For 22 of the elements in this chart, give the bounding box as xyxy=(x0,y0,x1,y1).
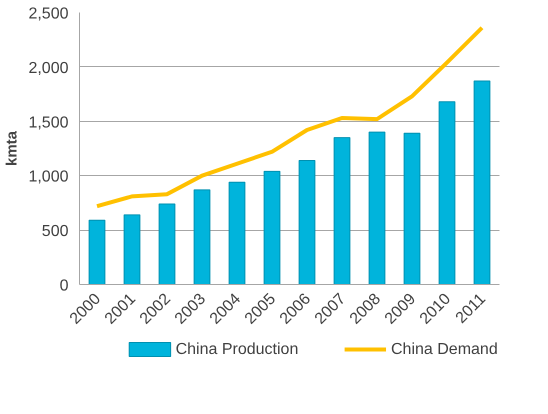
bar xyxy=(438,101,456,284)
bar xyxy=(194,189,210,284)
y-tick-label: 2,000 xyxy=(28,60,69,77)
y-tick-label: 1,000 xyxy=(28,168,69,186)
bar xyxy=(228,182,246,284)
bar xyxy=(368,132,386,284)
y-tick-label: 2,500 xyxy=(28,6,69,22)
bar xyxy=(124,214,140,284)
bar xyxy=(298,160,316,284)
bar xyxy=(404,132,420,284)
bar xyxy=(334,137,350,284)
bar xyxy=(474,80,490,284)
y-tick-label: 0 xyxy=(60,278,69,294)
y-axis-title: kmta xyxy=(3,130,20,166)
bar xyxy=(88,220,106,284)
line-series xyxy=(95,26,484,208)
legend-label: China Production xyxy=(176,341,298,358)
y-tick-label: 500 xyxy=(42,223,69,240)
y-tick-label: 1,500 xyxy=(28,114,69,132)
legend-label: China Demand xyxy=(391,341,498,358)
bar xyxy=(158,203,176,284)
bar xyxy=(264,170,280,284)
